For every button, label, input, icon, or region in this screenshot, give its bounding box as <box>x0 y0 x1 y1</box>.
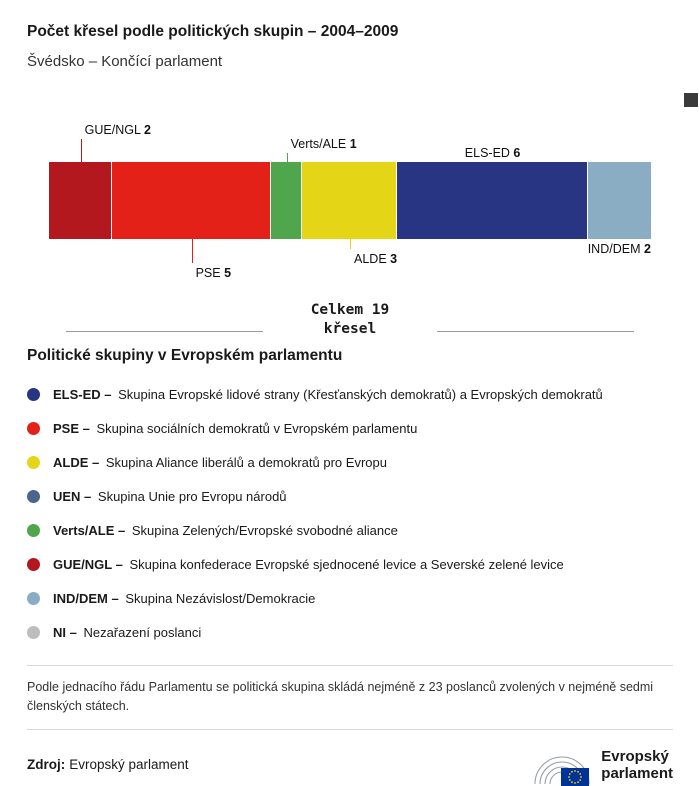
legend-item-pse: PSE – Skupina sociálních demokratů v Evr… <box>27 411 673 445</box>
legend-label-uen: UEN – Skupina Unie pro Evropu národů <box>53 488 287 504</box>
bar-segment-Verts/ALE[interactable] <box>270 162 303 239</box>
legend-label-ni: NI – Nezařazení poslanci <box>53 624 202 640</box>
callout-label-GUE/NGL: GUE/NGL 2 <box>84 123 151 137</box>
seats-stacked-bar-chart: GUE/NGL 2 PSE 5 Verts/ALE 1 ALDE 3 ELS-ED 6 I… <box>49 109 651 289</box>
bar-segment-ELS-ED[interactable] <box>397 162 588 239</box>
legend-label-alde: ALDE – Skupina Aliance liberálů a demokr… <box>53 454 387 470</box>
legend-dot-uen <box>27 489 40 503</box>
right-rule <box>437 331 634 332</box>
bar-segment-PSE[interactable] <box>112 162 271 239</box>
europarl-logo: Evropský parlament <box>531 744 673 786</box>
source-label: Zdroj: <box>27 757 66 773</box>
logo-text: Evropský parlament <box>601 748 673 782</box>
legend-item-uen: UEN – Skupina Unie pro Evropu národů <box>27 479 673 513</box>
legend-list: ELS-ED – Skupina Evropské lidové strany … <box>27 377 673 649</box>
legend-label-ind-dem: IND/DEM – Skupina Nezávislost/Demokracie <box>53 590 316 606</box>
bottom-row: Zdroj: Evropský parlament <box>27 744 673 786</box>
legend-item-ind-dem: IND/DEM – Skupina Nezávislost/Demokracie <box>27 581 673 615</box>
footnote: Podle jednacího řádu Parlamentu se polit… <box>27 680 654 714</box>
page-subtitle: Švédsko – Končící parlament <box>27 53 223 70</box>
legend-dot-verts-ale <box>27 523 40 537</box>
legend-label-pse: PSE – Skupina sociálních demokratů v Evr… <box>53 420 418 436</box>
callout-label-IND/DEM: IND/DEM 2 <box>587 242 651 256</box>
legend-item-ni: NI – Nezařazení poslanci <box>27 615 673 649</box>
legend-label-verts-ale: Verts/ALE – Skupina Zelených/Evropské sv… <box>53 522 398 538</box>
legend-item-els-ed: ELS-ED – Skupina Evropské lidové strany … <box>27 377 673 411</box>
hemicycle-icon <box>534 756 590 786</box>
callout-label-ELS-ED: ELS-ED 6 <box>464 146 521 160</box>
logo-line2: parlament <box>601 764 673 782</box>
callout-line-Verts/ALE <box>286 153 288 162</box>
callout-label-ALDE: ALDE 3 <box>354 252 398 266</box>
source-value: Evropský parlament <box>69 757 189 773</box>
legend-label-gue-ngl: GUE/NGL – Skupina konfederace Evropské s… <box>53 556 564 572</box>
divider-top <box>27 665 673 666</box>
page-title: Počet křesel podle politických skupin – … <box>27 23 399 40</box>
total-line2: křesel <box>323 321 377 337</box>
legend-label-els-ed: ELS-ED – Skupina Evropské lidové strany … <box>53 386 603 402</box>
divider-bottom <box>27 728 673 730</box>
legend-heading: Politické skupiny v Evropském parlamentu <box>27 347 343 364</box>
source: Zdroj: Evropský parlament <box>27 757 189 772</box>
legend-dot-ni <box>27 625 40 639</box>
callout-line-PSE <box>191 239 193 263</box>
stacked-bar <box>49 162 651 239</box>
callout-label-PSE: PSE 5 <box>195 266 232 280</box>
total-seats: Celkem 19 křesel <box>66 301 634 339</box>
legend-item-alde: ALDE – Skupina Aliance liberálů a demokr… <box>27 445 673 479</box>
bar-segment-ALDE[interactable] <box>302 162 398 239</box>
total-line1: Celkem 19 <box>310 302 390 318</box>
legend: Politické skupiny v Evropském parlamentu… <box>27 347 673 649</box>
legend-item-gue-ngl: GUE/NGL – Skupina konfederace Evropské s… <box>27 547 673 581</box>
legend-item-verts-ale: Verts/ALE – Skupina Zelených/Evropské sv… <box>27 513 673 547</box>
eu-flag-icon <box>561 767 590 786</box>
widget-options-button[interactable] <box>684 93 698 107</box>
bar-segment-GUE/NGL[interactable] <box>49 162 113 239</box>
legend-dot-els-ed <box>27 387 40 401</box>
legend-dot-gue-ngl <box>27 557 40 571</box>
legend-dot-pse <box>27 421 40 435</box>
left-rule <box>66 331 263 332</box>
logo-line1: Evropský <box>601 747 669 765</box>
legend-dot-ind-dem <box>27 591 40 605</box>
bar-segment-IND/DEM[interactable] <box>587 162 651 239</box>
total-seats-text: Celkem 19 křesel <box>275 301 425 339</box>
callout-label-Verts/ALE: Verts/ALE 1 <box>290 137 357 151</box>
callout-line-ALDE <box>350 239 351 249</box>
legend-dot-alde <box>27 455 40 469</box>
callout-line-GUE/NGL <box>80 139 82 162</box>
header: Počet křesel podle politických skupin – … <box>0 0 700 71</box>
